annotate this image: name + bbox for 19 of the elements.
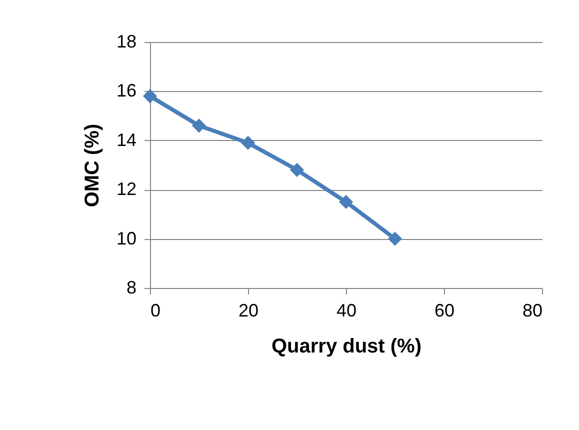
y-tick-label: 12: [116, 179, 136, 200]
y-tick-label: 16: [116, 80, 136, 101]
point: [338, 194, 354, 209]
y-tick-label: 10: [116, 228, 136, 248]
point: [290, 162, 304, 177]
point: [240, 136, 256, 150]
point: [388, 232, 402, 246]
y-tick-label: 18: [116, 32, 136, 52]
x-tick-label: 40: [336, 300, 357, 320]
x-axis-title: Quarry dust (%): [271, 336, 422, 358]
y-tick-label: 14: [116, 130, 136, 150]
point: [192, 118, 206, 133]
x-tick-label: 0: [150, 300, 161, 320]
x-tick-label: 60: [434, 300, 455, 320]
y-axis-title: OMC (%): [81, 124, 104, 208]
point: [142, 89, 158, 104]
x-tick-label: 20: [238, 300, 259, 320]
y-tick-label: 8: [126, 278, 136, 298]
x-tick-label: 80: [522, 300, 542, 320]
